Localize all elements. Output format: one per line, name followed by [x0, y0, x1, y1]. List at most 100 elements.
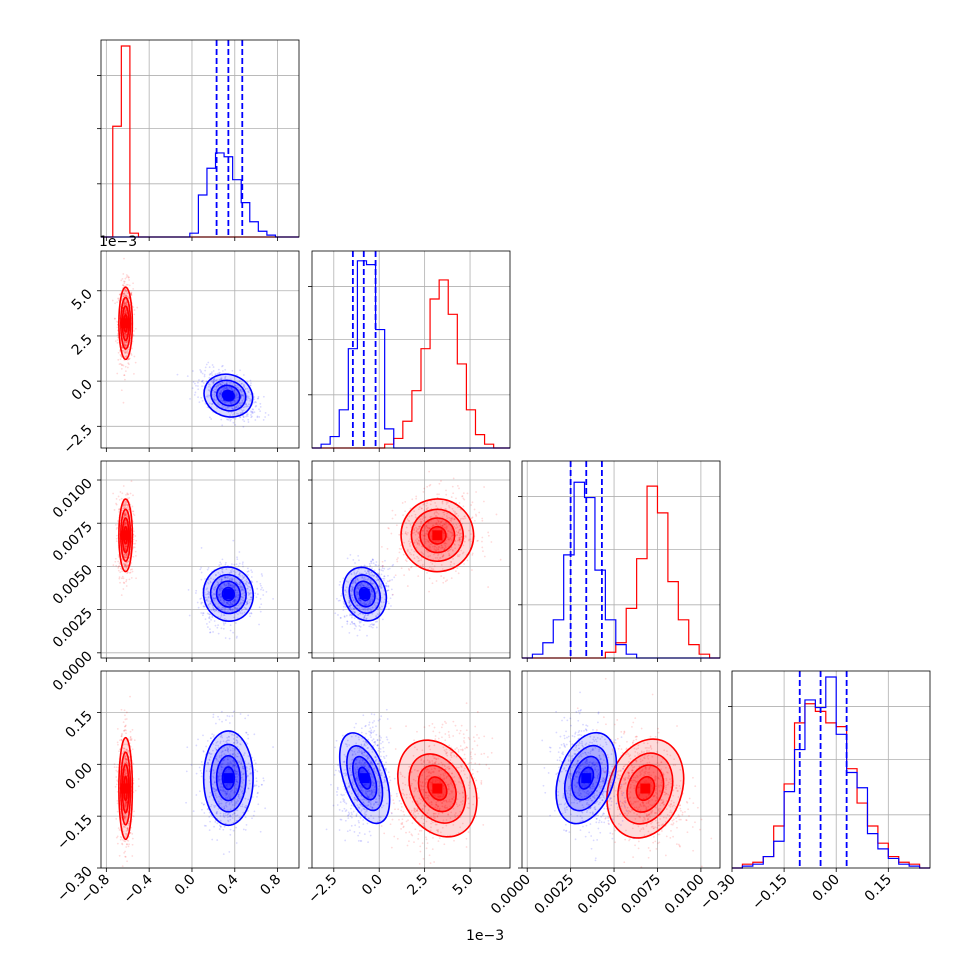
sample-point	[207, 389, 210, 391]
sample-point	[223, 402, 226, 404]
sample-point	[213, 608, 215, 611]
sample-point	[211, 403, 214, 405]
sample-point	[125, 801, 128, 804]
sample-point	[245, 403, 247, 406]
sample-point	[445, 501, 448, 503]
sample-point	[223, 575, 226, 578]
sample-point	[125, 289, 127, 292]
sample-point	[234, 598, 237, 601]
sample-point	[381, 567, 384, 570]
sample-point	[434, 522, 437, 525]
sample-point	[350, 594, 353, 597]
sample-point	[359, 612, 362, 615]
sample-point	[125, 802, 128, 805]
sample-point	[239, 587, 242, 589]
sample-point	[442, 577, 445, 579]
sample-point	[124, 802, 127, 805]
sample-point	[398, 547, 401, 550]
sample-point	[126, 350, 129, 353]
sample-point	[237, 613, 239, 616]
sample-point	[471, 554, 474, 556]
sample-point	[431, 582, 434, 585]
sample-point	[435, 550, 438, 553]
sample-point	[224, 622, 227, 625]
sample-point	[219, 393, 222, 396]
sample-point	[368, 602, 370, 605]
sample-point	[235, 636, 238, 639]
sample-point	[367, 586, 369, 589]
sample-point	[124, 289, 127, 292]
sample-point	[134, 535, 137, 537]
sample-point	[242, 577, 245, 579]
sample-point	[114, 785, 117, 788]
sample-point	[116, 741, 119, 744]
sample-point	[443, 532, 446, 535]
sample-point	[447, 549, 450, 552]
sample-point	[211, 402, 214, 405]
sample-point	[260, 584, 262, 587]
sample-point	[352, 607, 355, 610]
sample-point	[122, 505, 125, 508]
sample-point	[448, 554, 451, 557]
sample-point	[117, 554, 120, 556]
sample-point	[124, 290, 127, 293]
sample-point	[227, 583, 230, 586]
sample-point	[398, 551, 401, 554]
sample-point	[387, 584, 390, 587]
sample-point	[459, 537, 462, 539]
sample-point	[202, 605, 205, 608]
sample-point	[237, 413, 240, 415]
sample-point	[116, 780, 119, 783]
sample-point	[407, 567, 410, 570]
sample-point	[212, 380, 214, 383]
sample-point	[124, 549, 127, 552]
sample-point	[219, 599, 222, 602]
sample-point	[200, 571, 203, 574]
sample-point	[445, 542, 448, 545]
sample-point	[461, 495, 464, 497]
sample-point	[452, 557, 454, 560]
sample-point	[126, 553, 129, 556]
sample-point	[124, 840, 127, 843]
sample-point	[225, 386, 228, 389]
sample-point	[239, 585, 242, 588]
sample-point	[223, 383, 226, 386]
sample-point	[445, 528, 448, 531]
sample-point	[125, 523, 128, 526]
sample-point	[352, 607, 355, 610]
sample-point	[121, 843, 124, 846]
sample-point	[214, 399, 217, 402]
sample-point	[116, 779, 118, 782]
sample-point	[251, 408, 254, 411]
sample-point	[438, 493, 440, 496]
sample-point	[435, 546, 438, 549]
sample-point	[464, 536, 467, 538]
sample-point	[215, 609, 218, 611]
sample-point	[124, 310, 127, 313]
sample-point	[210, 379, 213, 382]
sample-point	[360, 582, 363, 584]
sample-point	[358, 607, 361, 610]
sample-point	[202, 614, 204, 617]
sample-point	[380, 587, 383, 590]
sample-point	[453, 518, 455, 521]
sample-point	[220, 391, 223, 394]
sample-point	[397, 557, 399, 559]
sample-point	[130, 292, 133, 295]
sample-point	[350, 595, 353, 597]
sample-point	[228, 386, 231, 389]
density-group	[111, 257, 270, 428]
sample-point	[207, 590, 209, 593]
sample-point	[118, 565, 121, 567]
sample-point	[373, 569, 376, 572]
sample-point	[441, 525, 444, 528]
sample-point	[371, 600, 374, 603]
sample-point	[387, 589, 390, 592]
sample-point	[369, 564, 372, 567]
sample-point	[230, 403, 233, 406]
sample-point	[123, 554, 126, 556]
sample-point	[119, 358, 122, 360]
sample-point	[433, 512, 436, 515]
sample-point	[382, 569, 384, 572]
sample-point	[125, 513, 128, 515]
